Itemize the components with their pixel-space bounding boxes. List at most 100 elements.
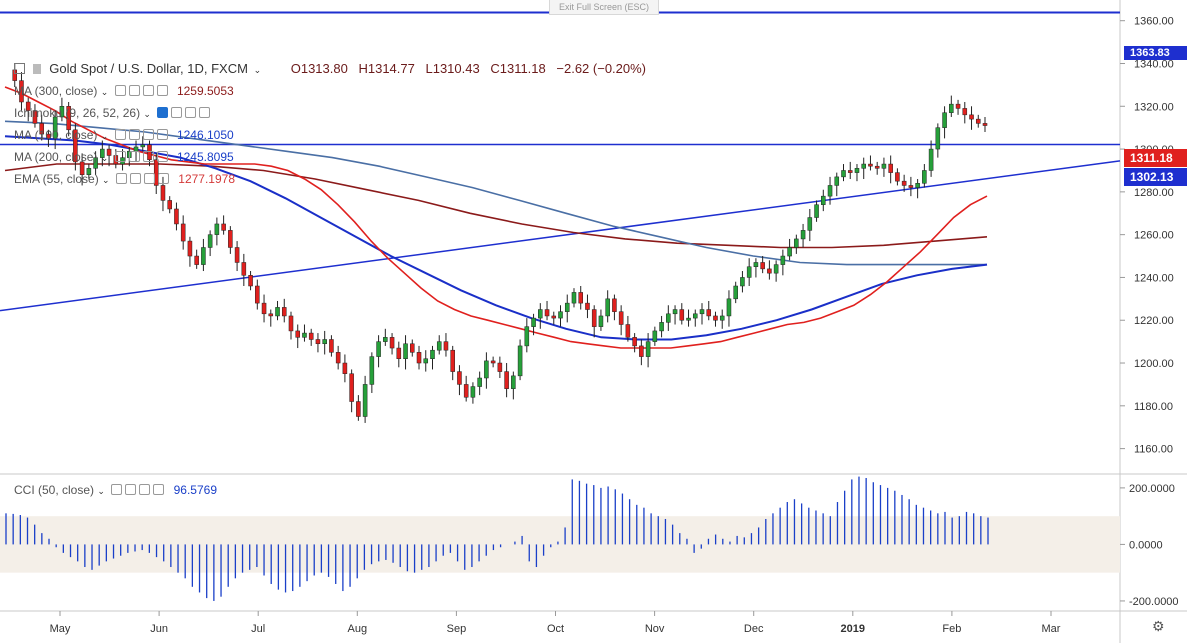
eye-icon[interactable] (111, 484, 123, 495)
candle (174, 202, 179, 231)
candle-body (881, 163, 887, 169)
candle-body (969, 114, 974, 120)
candle (861, 157, 866, 180)
chevron-down-icon[interactable]: ⌄ (102, 175, 110, 185)
chevron-down-icon[interactable]: ⌄ (100, 131, 109, 141)
candle (369, 352, 375, 393)
indicator-cci[interactable]: CCI (50, close) ⌄ 96.5769 (14, 483, 217, 497)
plus-icon[interactable] (143, 173, 155, 184)
plus-icon[interactable] (142, 151, 154, 162)
close-icon[interactable] (157, 173, 169, 184)
candle-body (113, 155, 119, 165)
candle-body (59, 106, 65, 118)
plus-icon[interactable] (185, 107, 197, 118)
close-icon[interactable] (199, 107, 211, 118)
close-icon[interactable] (156, 85, 168, 96)
x-tick-label: Oct (547, 623, 564, 635)
symbol-title[interactable]: Gold Spot / U.S. Dollar, 1D, FXCM (49, 61, 248, 76)
candle (834, 172, 840, 197)
candle (733, 281, 738, 304)
gear-icon[interactable] (128, 151, 140, 162)
candle (639, 339, 644, 366)
candle-body (605, 298, 610, 317)
candle-body (618, 311, 624, 325)
chevron-down-icon[interactable]: ⌄ (100, 87, 109, 97)
candle-body (975, 118, 981, 124)
close-icon[interactable] (156, 129, 168, 140)
candle-body (376, 341, 381, 357)
candle-body (753, 262, 759, 267)
candle-body (248, 275, 253, 287)
chevron-down-icon[interactable]: ⌄ (253, 65, 262, 75)
candle (632, 333, 637, 353)
gear-icon[interactable] (128, 85, 140, 96)
collapse-icon[interactable] (14, 63, 25, 74)
y-tick-label: 1340.00 (1134, 58, 1174, 70)
candle-body (416, 352, 422, 364)
close-icon[interactable] (156, 151, 168, 162)
indicator-label: MA (100, close) (14, 128, 98, 142)
candle (241, 253, 247, 286)
indicator-ichimoku[interactable]: Ichimoku (9, 26, 52, 26) ⌄ (14, 106, 211, 120)
candle (692, 309, 698, 327)
candle (430, 345, 435, 370)
candle (19, 72, 24, 111)
ohlc-readout: O1313.80 H1314.77 L1310.43 C1311.18 −2.6… (291, 61, 653, 76)
gear-icon[interactable] (171, 107, 183, 118)
gear-icon[interactable] (125, 484, 137, 495)
indicator-ema55[interactable]: EMA (55, close) ⌄ 1277.1978 (14, 172, 235, 186)
candle (120, 149, 125, 171)
indicator-value: 1246.1050 (176, 128, 234, 142)
candle-body (564, 302, 570, 312)
candle (969, 106, 974, 130)
indicator-ma100[interactable]: MA (100, close) ⌄ 1246.1050 (14, 128, 234, 142)
candle (740, 271, 745, 293)
candle-body (275, 307, 280, 317)
indicator-ma300[interactable]: MA (300, close) ⌄ 1259.5053 (14, 84, 234, 98)
settings-gear-icon[interactable]: ⚙ (1152, 618, 1165, 634)
candle-body (174, 208, 179, 225)
chevron-down-icon[interactable]: ⌄ (100, 153, 109, 163)
eye-icon[interactable] (157, 107, 169, 118)
exit-fullscreen-button[interactable]: Exit Full Screen (ESC) (549, 0, 659, 15)
candle (160, 176, 166, 212)
candle-body (524, 326, 530, 347)
eye-icon[interactable] (115, 173, 127, 184)
candle-body (490, 360, 496, 364)
candle-body (329, 339, 334, 353)
eye-icon[interactable] (114, 129, 126, 140)
indicator-ma200[interactable]: MA (200, close) ⌄ 1245.8095 (14, 150, 234, 164)
candle-body (854, 168, 860, 173)
chevron-down-icon[interactable]: ⌄ (97, 486, 105, 496)
plus-icon[interactable] (142, 129, 154, 140)
candle-body (234, 247, 240, 263)
candle (847, 161, 853, 180)
candle (578, 286, 583, 310)
chevron-down-icon[interactable]: ⌄ (143, 109, 151, 119)
level-price-label: 1302.13 (1124, 168, 1187, 186)
indicator-label: MA (300, close) (14, 84, 98, 98)
close-icon[interactable] (153, 484, 165, 495)
plus-icon[interactable] (139, 484, 151, 495)
cci-tick-label: 200.0000 (1129, 483, 1175, 495)
candle (436, 335, 442, 355)
candle-body (773, 264, 779, 274)
gear-icon[interactable] (129, 173, 141, 184)
candle-body (942, 112, 947, 128)
candle (268, 309, 274, 327)
candle-body (780, 255, 786, 265)
candle (423, 350, 429, 372)
candle-body (120, 157, 125, 165)
gear-icon[interactable] (128, 129, 140, 140)
y-tick-label: 1200.00 (1134, 358, 1174, 370)
candle (457, 365, 462, 396)
candle-body (585, 302, 590, 310)
candle-body (302, 332, 307, 338)
candle (571, 288, 577, 308)
plus-icon[interactable] (142, 85, 154, 96)
eye-icon[interactable] (114, 85, 126, 96)
eye-icon[interactable] (114, 151, 126, 162)
candle-body (861, 163, 866, 169)
low-value: L1310.43 (425, 61, 480, 76)
